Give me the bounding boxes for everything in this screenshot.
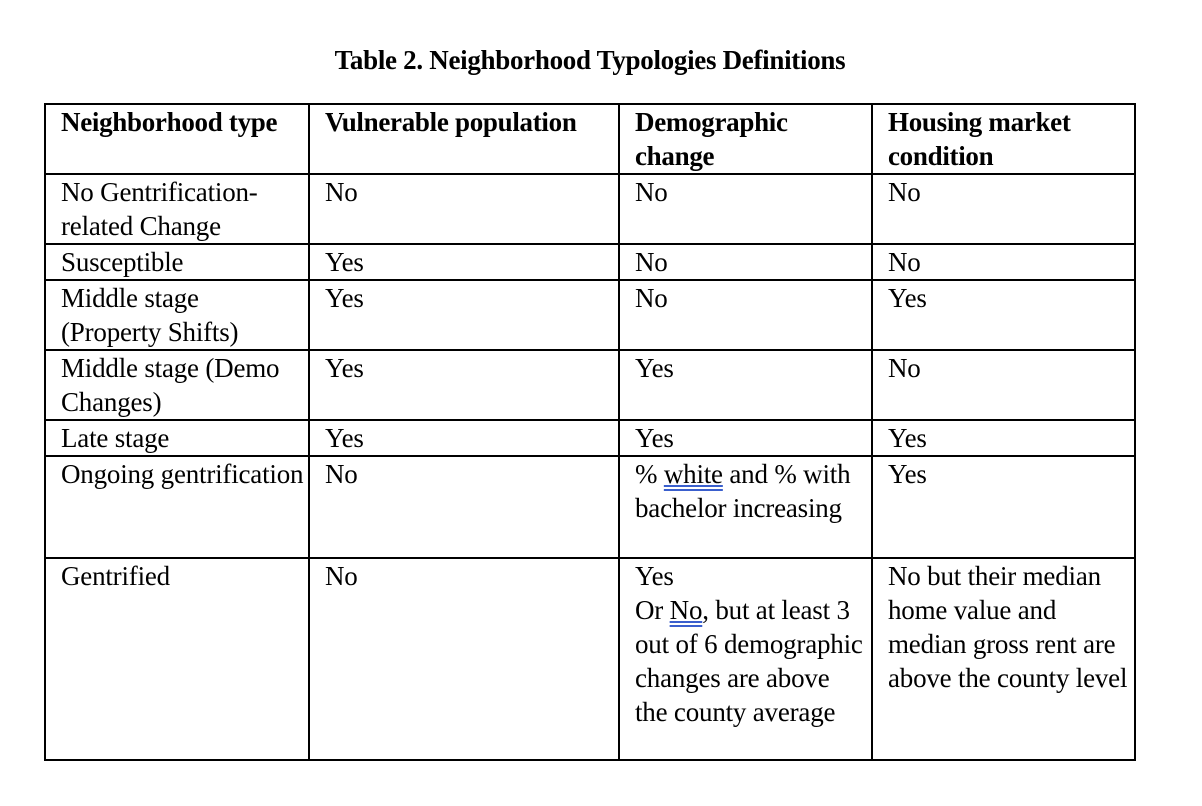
cell-demographic-change: No [618, 173, 873, 245]
table-row: Late stage Yes Yes Yes [44, 419, 1136, 457]
cell-vulnerable-population: Yes [308, 243, 620, 281]
cell-neighborhood-type: Middle stage (Demo Changes) [44, 349, 310, 421]
cell-vulnerable-population: Yes [308, 349, 620, 421]
underlined-word: white [663, 459, 723, 489]
cell-housing-market-condition: Yes [871, 279, 1136, 351]
cell-demographic-change: Yes [618, 419, 873, 457]
cell-vulnerable-population: No [308, 557, 620, 761]
table-row: Middle stage (Property Shifts) Yes No Ye… [44, 279, 1136, 351]
cell-vulnerable-population: No [308, 173, 620, 245]
cell-neighborhood-type: Middle stage (Property Shifts) [44, 279, 310, 351]
header-neighborhood-type: Neighborhood type [44, 103, 310, 175]
table-row: Ongoing gentrification No % white and % … [44, 455, 1136, 559]
cell-demographic-change: No [618, 243, 873, 281]
table-row: Gentrified No Yes Or No, but at least 3 o… [44, 557, 1136, 761]
underlined-word: No [669, 595, 703, 625]
cell-neighborhood-type: Susceptible [44, 243, 310, 281]
cell-housing-market-condition: Yes [871, 419, 1136, 457]
cell-vulnerable-population: No [308, 455, 620, 559]
cell-neighborhood-type: Late stage [44, 419, 310, 457]
typology-table: Neighborhood type Vulnerable population … [44, 103, 1136, 761]
header-vulnerable-population: Vulnerable population [308, 103, 620, 175]
table-row: Susceptible Yes No No [44, 243, 1136, 281]
cell-housing-market-condition: No [871, 173, 1136, 245]
cell-neighborhood-type: No Gentrification-related Change [44, 173, 310, 245]
cell-vulnerable-population: Yes [308, 419, 620, 457]
cell-housing-market-condition: No but their median home value and media… [871, 557, 1136, 761]
header-demographic-change: Demographic change [618, 103, 873, 175]
demographic-first-line: Yes [635, 561, 674, 591]
demographic-text-suffix: , but at least 3 out of 6 demographic ch… [635, 595, 863, 727]
cell-housing-market-condition: No [871, 349, 1136, 421]
demographic-text-prefix: % [635, 459, 664, 489]
demographic-text-suffix: and % with bachelor increasing [635, 459, 851, 523]
cell-neighborhood-type: Ongoing gentrification [44, 455, 310, 559]
cell-vulnerable-population: Yes [308, 279, 620, 351]
cell-demographic-change: Yes Or No, but at least 3 out of 6 demogr… [618, 557, 873, 761]
header-housing-market-condition: Housing market condition [871, 103, 1136, 175]
cell-housing-market-condition: No [871, 243, 1136, 281]
demographic-text-prefix: Or [635, 595, 670, 625]
cell-housing-market-condition: Yes [871, 455, 1136, 559]
cell-demographic-change: Yes [618, 349, 873, 421]
table-row: No Gentrification-related Change No No N… [44, 173, 1136, 245]
header-row: Neighborhood type Vulnerable population … [44, 103, 1136, 175]
cell-demographic-change: % white and % with bachelor increasing [618, 455, 873, 559]
cell-neighborhood-type: Gentrified [44, 557, 310, 761]
table-row: Middle stage (Demo Changes) Yes Yes No [44, 349, 1136, 421]
table-title: Table 2. Neighborhood Typologies Definit… [334, 45, 846, 75]
cell-demographic-change: No [618, 279, 873, 351]
